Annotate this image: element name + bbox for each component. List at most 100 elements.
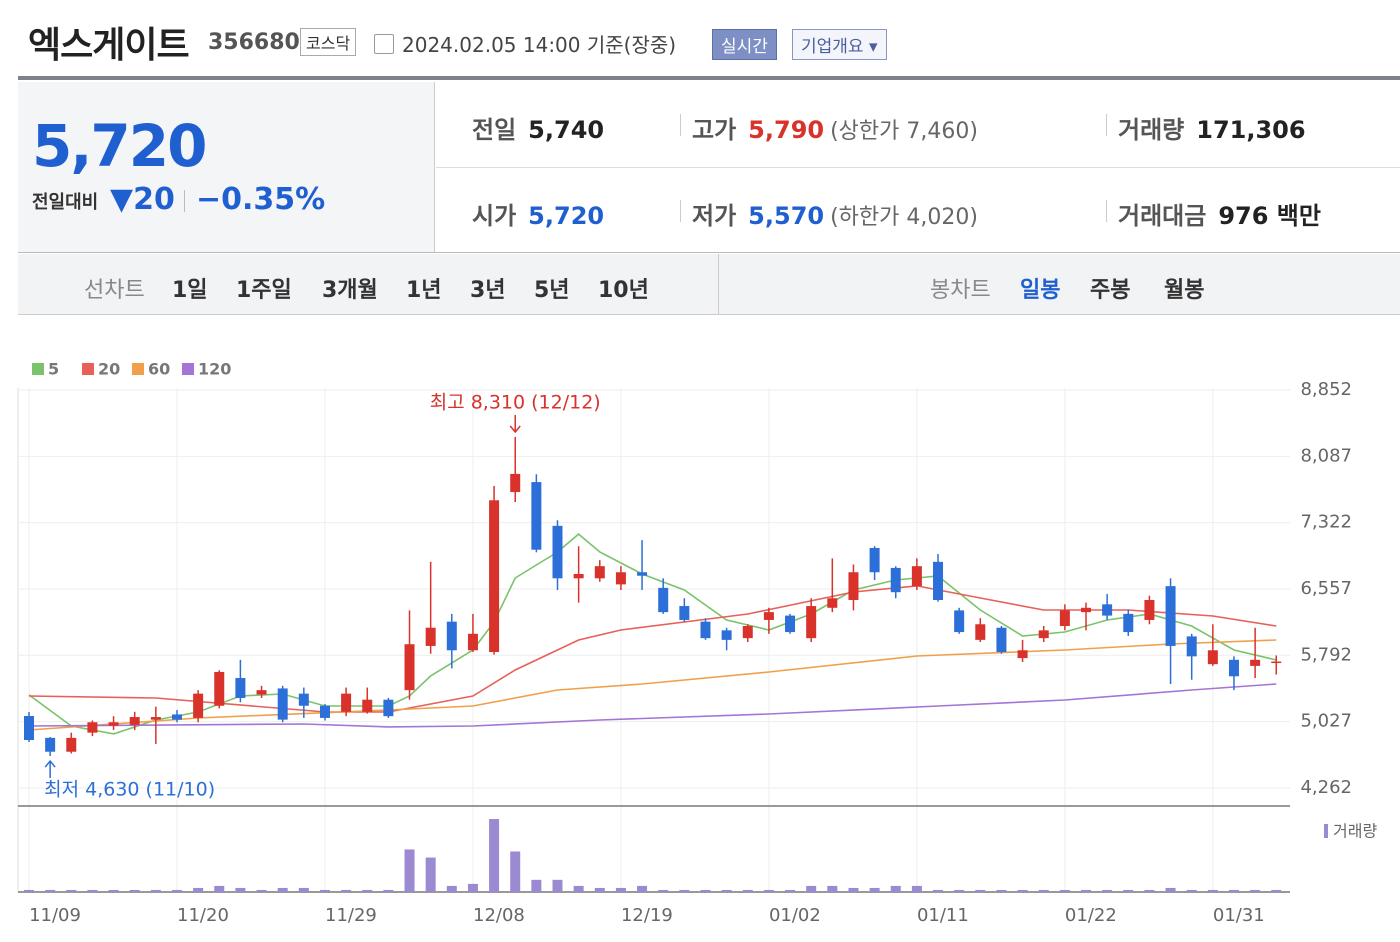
stat-label: 시가 bbox=[472, 202, 517, 230]
stock-name: 엑스게이트 bbox=[28, 25, 190, 66]
candle-body bbox=[1186, 636, 1197, 657]
candle-body bbox=[763, 612, 774, 620]
realtime-button[interactable]: 실시간 bbox=[712, 29, 777, 60]
volume-bar bbox=[700, 889, 711, 892]
candle-body bbox=[298, 693, 309, 706]
candle-body bbox=[890, 567, 901, 593]
x-tick-label: 01/02 bbox=[769, 905, 821, 926]
volume-bar bbox=[383, 889, 394, 892]
candle-body bbox=[362, 699, 373, 712]
candle-body bbox=[87, 722, 98, 733]
legend-swatch bbox=[32, 363, 44, 375]
volume-bar bbox=[129, 889, 140, 892]
candle-body bbox=[277, 688, 288, 720]
stock-code: 356680 bbox=[208, 30, 300, 55]
change-value: 20 bbox=[133, 182, 175, 217]
candle-body bbox=[467, 633, 478, 651]
tab[interactable]: 5년 bbox=[534, 278, 570, 303]
candle-body bbox=[700, 621, 711, 639]
legend-swatch bbox=[82, 363, 94, 375]
tab[interactable]: 월봉 bbox=[1164, 278, 1205, 303]
volume-bar bbox=[1144, 889, 1155, 892]
candle-body bbox=[108, 722, 119, 726]
y-tick-label: 5,027 bbox=[1300, 711, 1352, 732]
candle-body bbox=[827, 598, 838, 608]
volume-bar bbox=[489, 819, 500, 892]
stat-label: 거래량 bbox=[1118, 116, 1185, 144]
volume-bar bbox=[319, 889, 330, 892]
y-tick-label: 7,322 bbox=[1300, 512, 1352, 533]
volume-bar bbox=[1207, 889, 1218, 892]
stat-note: (하한가 4,020) bbox=[830, 205, 978, 230]
candle-body bbox=[869, 547, 880, 573]
candle-body bbox=[1250, 659, 1261, 666]
stat-value: 976 백만 bbox=[1218, 202, 1321, 230]
candle-body bbox=[1271, 661, 1282, 664]
min-annotation: 최저 4,630 (11/10) bbox=[44, 779, 215, 801]
tab[interactable]: 1년 bbox=[406, 278, 442, 303]
volume-bar bbox=[1038, 889, 1049, 892]
volume-bar bbox=[1271, 889, 1282, 892]
candle-body bbox=[954, 610, 965, 633]
candle-body bbox=[1144, 599, 1155, 620]
volume-bar bbox=[1102, 889, 1113, 892]
candle-body bbox=[1228, 659, 1239, 677]
candle-body bbox=[66, 737, 77, 752]
stat-cell: 거래대금 976 백만 bbox=[1118, 196, 1321, 231]
stat-label: 고가 bbox=[692, 116, 737, 144]
candle-body bbox=[129, 717, 140, 725]
volume-bar bbox=[1165, 887, 1176, 892]
divider bbox=[18, 76, 1400, 80]
volume-bar bbox=[446, 885, 457, 892]
tab[interactable]: 주봉 bbox=[1090, 278, 1131, 303]
company-info-label: 기업개요 bbox=[801, 37, 864, 57]
volume-bar bbox=[827, 885, 838, 892]
candle-body bbox=[341, 693, 352, 712]
volume-bar bbox=[277, 887, 288, 892]
candle-body bbox=[806, 606, 817, 639]
current-price: 5,720 bbox=[32, 112, 207, 180]
candle-body bbox=[489, 500, 500, 653]
candle-body bbox=[171, 714, 182, 720]
volume-bar bbox=[742, 889, 753, 892]
y-tick-label: 6,557 bbox=[1300, 578, 1352, 599]
legend-swatch bbox=[182, 363, 194, 375]
candle-body bbox=[24, 716, 34, 741]
chart: 4,262 5,027 5,792 6,557 7,322 8,087 8,852 11/09… bbox=[17, 360, 1377, 926]
separator bbox=[680, 200, 681, 222]
volume-bar bbox=[1059, 889, 1070, 892]
legend-label: 120 bbox=[198, 360, 231, 379]
tab-group-label: 봉차트 bbox=[930, 278, 991, 303]
legend-label: 20 bbox=[98, 360, 120, 379]
candle-body bbox=[404, 644, 415, 691]
volume-bar bbox=[256, 889, 267, 892]
volume-bar bbox=[404, 849, 415, 892]
volume-label: 거래량 bbox=[1333, 822, 1377, 841]
candle-body bbox=[510, 473, 521, 493]
tab[interactable]: 1주일 bbox=[236, 278, 292, 303]
candle-body bbox=[45, 737, 56, 752]
tab[interactable]: 일봉 bbox=[1020, 278, 1061, 303]
company-info-dropdown[interactable]: 기업개요 ▾ bbox=[792, 29, 887, 60]
volume-bar bbox=[1081, 889, 1091, 892]
volume-bar bbox=[1123, 889, 1134, 892]
candle-body bbox=[573, 573, 584, 579]
tab[interactable]: 1일 bbox=[172, 278, 208, 303]
tab[interactable]: 3개월 bbox=[322, 278, 378, 303]
candle-body bbox=[1102, 604, 1113, 616]
candle-body bbox=[1059, 610, 1070, 627]
change: ▼20 bbox=[110, 182, 175, 217]
volume-bar bbox=[658, 889, 669, 892]
volume-bar bbox=[1017, 889, 1028, 892]
tab[interactable]: 3년 bbox=[470, 278, 506, 303]
candle-body bbox=[933, 561, 944, 600]
volume-bar bbox=[467, 883, 478, 892]
volume-bar bbox=[425, 857, 436, 892]
volume-bar bbox=[24, 889, 34, 892]
tab[interactable]: 10년 bbox=[598, 278, 649, 303]
volume-bar bbox=[573, 885, 584, 892]
x-tick-label: 12/19 bbox=[621, 905, 673, 926]
candle-body bbox=[658, 587, 669, 613]
volume-bar bbox=[615, 887, 626, 892]
volume-bar bbox=[721, 889, 732, 892]
